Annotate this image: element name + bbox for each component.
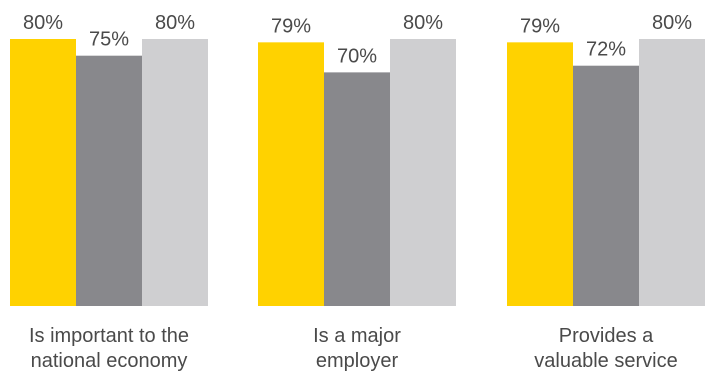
value-label-1-2: 75%	[89, 29, 129, 51]
bar-2-2	[324, 72, 390, 306]
value-label-3-3: 80%	[652, 12, 692, 34]
value-label-2-2: 70%	[337, 45, 377, 67]
value-label-2-1: 79%	[271, 15, 311, 37]
value-label-2-3: 80%	[403, 12, 443, 34]
category-label-1-line-1: Is important to the	[29, 325, 189, 347]
bar-2-3	[390, 39, 456, 306]
value-label-1-1: 80%	[23, 12, 63, 34]
bar-1-3	[142, 39, 208, 306]
bar-2-1	[258, 42, 324, 307]
category-label-1-line-2: national economy	[31, 350, 188, 372]
category-label-2-line-1: Is a major	[313, 325, 401, 347]
bar-1-1	[10, 39, 76, 306]
bar-1-2	[76, 55, 142, 306]
value-label-3-2: 72%	[586, 39, 626, 61]
bar-3-3	[639, 39, 705, 306]
category-label-3-line-2: valuable service	[534, 350, 677, 372]
category-label-3-line-1: Provides a	[559, 325, 654, 347]
category-label-2-line-2: employer	[316, 350, 399, 372]
value-label-3-1: 79%	[520, 15, 560, 37]
bar-3-1	[507, 42, 573, 307]
bar-3-2	[573, 65, 639, 306]
value-label-1-3: 80%	[155, 12, 195, 34]
